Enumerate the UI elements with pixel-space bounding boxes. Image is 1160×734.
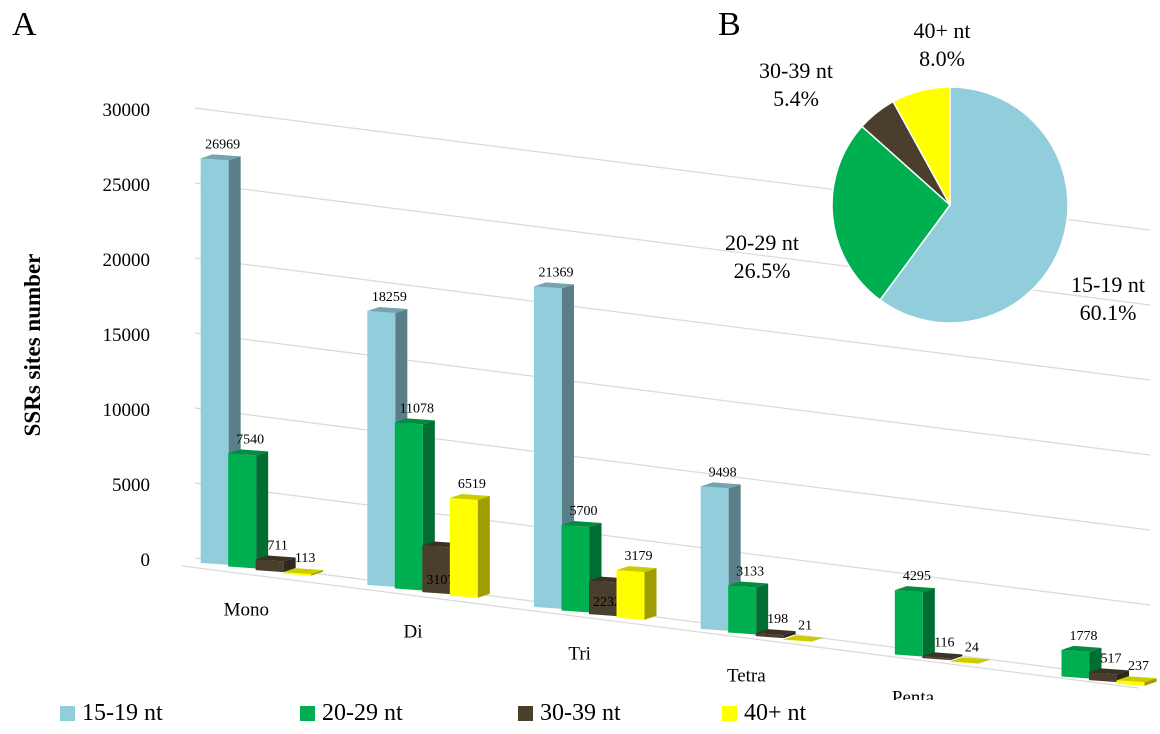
gridline bbox=[194, 407, 1151, 531]
category-label: Tri bbox=[568, 644, 591, 665]
pie-label-percent: 5.4% bbox=[773, 86, 819, 111]
pie-label-name: 30-39 nt bbox=[759, 58, 833, 83]
bar-value-label: 517 bbox=[1101, 651, 1122, 666]
legend-item: 15-19 nt bbox=[60, 700, 163, 727]
legend-swatch bbox=[60, 706, 75, 721]
bar-penta-30-39-nt bbox=[922, 652, 963, 661]
bars: 26969 7540 711 113 18259 11078 3107 6519 21369 57… bbox=[200, 137, 1157, 686]
legend-label: 40+ nt bbox=[744, 700, 807, 726]
bar-value-label: 1778 bbox=[1070, 629, 1098, 644]
bar-value-label: 7540 bbox=[236, 432, 264, 447]
pie-label-name: 40+ nt bbox=[913, 18, 970, 43]
floor-line bbox=[181, 565, 1139, 689]
gridline bbox=[194, 557, 1151, 681]
y-tick-label: 20000 bbox=[103, 250, 151, 271]
bar-penta-20-29-nt bbox=[894, 586, 935, 657]
bar-value-label: 5700 bbox=[570, 504, 598, 519]
gridline bbox=[194, 482, 1151, 606]
bar-tetra-40-nt bbox=[783, 635, 824, 642]
bar-tetra-20-29-nt bbox=[728, 581, 769, 635]
bar-value-label: 237 bbox=[1128, 659, 1149, 674]
y-tick-label: 10000 bbox=[103, 400, 151, 421]
bar-value-label: 198 bbox=[767, 612, 788, 627]
category-label: Mono bbox=[224, 600, 269, 621]
bar-value-label: 6519 bbox=[458, 477, 486, 492]
bar-penta-40-nt bbox=[949, 657, 990, 664]
legend-swatch bbox=[300, 706, 315, 721]
chart-canvas: 0 5000 10000 15000 20000 25000 30000 SSRs sites… bbox=[20, 18, 1157, 700]
pie-slice-15-19-nt bbox=[878, 86, 1069, 324]
legend-item: 40+ nt bbox=[722, 700, 806, 727]
y-tick-label: 5000 bbox=[112, 475, 150, 496]
y-tick-label: 15000 bbox=[103, 325, 151, 346]
bar-value-label: 4295 bbox=[903, 569, 931, 584]
bar-value-label: 18259 bbox=[372, 290, 407, 305]
legend-item: 20-29 nt bbox=[300, 700, 403, 727]
gridline bbox=[194, 332, 1151, 456]
bar-mono-30-39-nt bbox=[255, 555, 296, 573]
panel-a-label: A bbox=[12, 6, 37, 43]
legend-label: 30-39 nt bbox=[540, 700, 621, 726]
bar-value-label: 21369 bbox=[539, 265, 574, 280]
pie-label-percent: 8.0% bbox=[919, 46, 965, 71]
pie-slice-20-29-nt bbox=[831, 125, 952, 302]
gridline bbox=[194, 257, 1151, 381]
y-tick-label: 30000 bbox=[103, 100, 151, 121]
y-axis-title: SSRs sites number bbox=[20, 254, 45, 437]
bar-value-label: 3179 bbox=[625, 549, 653, 564]
bar-value-label: 711 bbox=[267, 538, 287, 553]
legend-swatch bbox=[722, 706, 737, 721]
pie-label-percent: 26.5% bbox=[734, 258, 791, 283]
legend-label: 15-19 nt bbox=[82, 700, 163, 726]
category-labels: MonoDiTriTetraPentaHexa bbox=[224, 600, 935, 700]
legend-label: 20-29 nt bbox=[322, 700, 403, 726]
bar-value-label: 21 bbox=[798, 618, 812, 633]
bar-mono-40-nt bbox=[283, 568, 324, 576]
bar-value-label: 113 bbox=[295, 551, 315, 566]
bar-tri-20-29-nt bbox=[561, 521, 602, 613]
bar-tetra-30-39-nt bbox=[755, 629, 796, 639]
bar-value-label: 3133 bbox=[736, 565, 764, 580]
pie-label-name: 20-29 nt bbox=[725, 230, 799, 255]
pie-label-name: 15-19 nt bbox=[1071, 272, 1145, 297]
pie-slice-40-nt bbox=[892, 86, 951, 206]
bar-value-label: 24 bbox=[965, 640, 979, 655]
pie-label-percent: 60.1% bbox=[1080, 300, 1137, 325]
category-label: Penta bbox=[892, 688, 935, 700]
bar-value-label: 116 bbox=[934, 635, 954, 650]
pie-chart: 15-19 nt 60.1% 20-29 nt 26.5% 30-39 nt 5.4% 40… bbox=[725, 18, 1145, 325]
gridlines bbox=[181, 107, 1151, 689]
bar-value-label: 3107 bbox=[426, 573, 454, 588]
bar-value-label: 9498 bbox=[709, 465, 737, 480]
y-axis: 0 5000 10000 15000 20000 25000 30000 SSRs sites… bbox=[20, 100, 150, 571]
category-label: Di bbox=[404, 622, 423, 643]
legend: 15-19 nt 20-29 nt 30-39 nt 40+ nt bbox=[60, 700, 1060, 730]
bar-mono-20-29-nt bbox=[228, 449, 269, 569]
y-tick-label: 25000 bbox=[103, 175, 151, 196]
bar-value-label: 26969 bbox=[205, 137, 240, 152]
y-tick-label: 0 bbox=[141, 550, 151, 571]
legend-swatch bbox=[518, 706, 533, 721]
bar-value-label: 2232 bbox=[593, 595, 621, 610]
legend-item: 30-39 nt bbox=[518, 700, 621, 727]
panel-b-label: B bbox=[718, 6, 741, 43]
bar-di-40-nt bbox=[449, 493, 490, 598]
bar-value-label: 11078 bbox=[400, 401, 434, 416]
bar-hexa-40-nt bbox=[1116, 676, 1157, 686]
bar-tri-40-nt bbox=[616, 566, 657, 620]
category-label: Tetra bbox=[727, 666, 766, 687]
